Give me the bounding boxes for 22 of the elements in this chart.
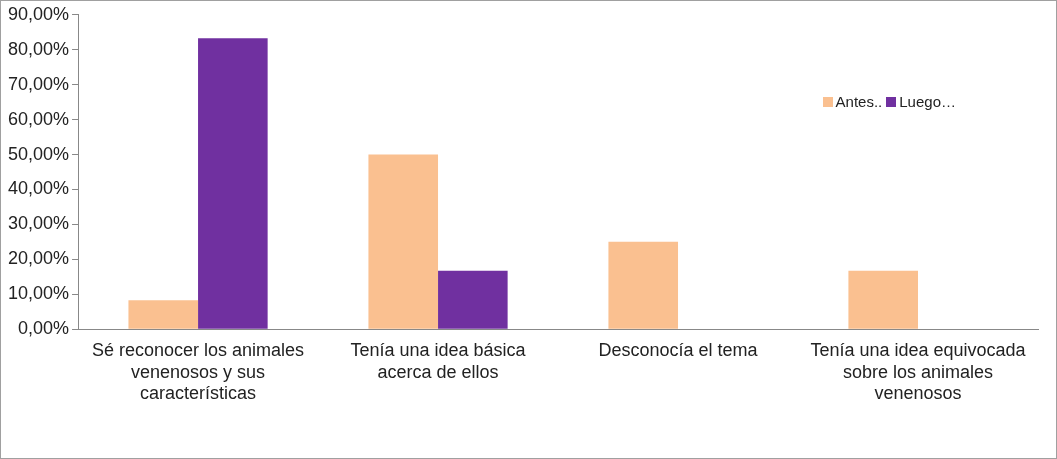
y-tick-label: 10,00% — [7, 283, 70, 304]
y-tick-label: 90,00% — [7, 3, 70, 24]
y-tick-label: 30,00% — [7, 213, 70, 234]
y-tick-label: 40,00% — [7, 178, 70, 199]
x-tick-label: Sé reconocer los animales venenosos y sus características — [91, 339, 305, 404]
bar — [198, 38, 268, 329]
y-tick-label: 50,00% — [7, 143, 70, 164]
bar — [608, 241, 679, 329]
x-tick-label: Tenía una idea básica acerca de ellos — [350, 339, 527, 382]
y-tick-label: 80,00% — [7, 38, 70, 59]
legend-label: Luego… — [899, 93, 956, 110]
legend-label: Antes.. — [835, 93, 883, 110]
bar — [438, 270, 508, 329]
bar — [368, 154, 439, 329]
bar — [128, 300, 199, 329]
x-tick-label: Desconocía el tema — [598, 339, 759, 360]
y-tick-label: 20,00% — [7, 248, 70, 269]
x-tick-label: Tenía una idea equivocada sobre los animales venenosos — [810, 339, 1027, 404]
y-tick-label: 70,00% — [7, 73, 70, 94]
y-tick-label: 0,00% — [18, 318, 70, 339]
bar — [848, 270, 919, 329]
y-tick-label: 60,00% — [7, 108, 70, 129]
